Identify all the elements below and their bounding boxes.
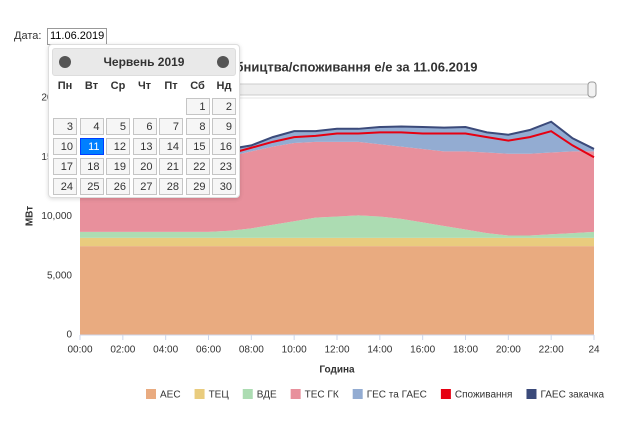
x-axis-label: Година: [319, 365, 355, 376]
range-handle[interactable]: [587, 81, 597, 98]
weekday: Чт: [137, 80, 152, 92]
weekday: Сб: [190, 80, 205, 92]
day[interactable]: 29: [185, 178, 210, 195]
area: [80, 246, 594, 335]
x-tick-label: 02:00: [110, 345, 135, 356]
day[interactable]: 7: [159, 118, 183, 135]
weekday: Пн: [57, 80, 73, 92]
day[interactable]: 23: [212, 158, 236, 175]
y-tick-label: 5,000: [47, 270, 72, 281]
day[interactable]: 13: [132, 138, 157, 155]
x-tick-label: 06:00: [196, 345, 221, 356]
x-tick-label: 14:00: [367, 345, 392, 356]
weekday: Пт: [164, 80, 178, 92]
datepicker: Червень 2019 Пн Вт Ср Чт Пт Сб Нд 1 2 3 4 5 6 7 8 9 10 11…: [48, 44, 240, 198]
day[interactable]: 16: [212, 138, 236, 155]
x-tick-label: 08:00: [239, 345, 264, 356]
legend-label: ТЕС ГК: [305, 390, 339, 401]
day[interactable]: 24: [53, 178, 77, 195]
legend-label: ГЕС та ГАЕС: [367, 390, 427, 401]
date-label: Дата:: [14, 30, 42, 42]
legend-label: ГАЕС закачка: [540, 390, 604, 401]
legend-marker: [194, 389, 205, 399]
x-tick-label: 24: [588, 345, 600, 356]
legend-marker: [352, 389, 363, 399]
day[interactable]: 10: [53, 138, 77, 155]
y-tick-label: 10,000: [41, 211, 72, 222]
weekday: Ср: [110, 80, 126, 92]
next-month[interactable]: [217, 56, 229, 68]
day[interactable]: 19: [106, 158, 130, 175]
weekday: Нд: [216, 80, 232, 92]
weekday: Вт: [84, 80, 99, 92]
day[interactable]: 11: [79, 138, 104, 155]
x-tick-label: 12:00: [324, 345, 349, 356]
day[interactable]: 28: [159, 178, 183, 195]
day[interactable]: 20: [132, 158, 157, 175]
day[interactable]: 25: [79, 178, 104, 195]
prev-month[interactable]: [59, 56, 71, 68]
legend-label: ТЕЦ: [209, 390, 230, 401]
day[interactable]: 9: [212, 118, 236, 135]
day[interactable]: 1: [185, 98, 210, 115]
legend-label: ВДЕ: [257, 390, 277, 401]
day[interactable]: 2: [212, 98, 236, 115]
legend-marker: [242, 389, 253, 399]
datepicker-header: Червень 2019: [52, 48, 236, 76]
x-tick-label: 20:00: [496, 345, 521, 356]
day[interactable]: 18: [79, 158, 104, 175]
y-axis-label: МВт: [25, 206, 36, 226]
x-tick-label: 00:00: [67, 345, 92, 356]
day[interactable]: 3: [53, 118, 77, 135]
x-tick-label: 22:00: [539, 345, 564, 356]
day[interactable]: 14: [159, 138, 183, 155]
x-tick-label: 10:00: [282, 345, 307, 356]
area: [80, 215, 594, 238]
day[interactable]: 5: [106, 118, 130, 135]
day[interactable]: 26: [106, 178, 130, 195]
date-input[interactable]: 11.06.2019: [47, 28, 107, 45]
legend-label: АЕС: [160, 390, 181, 401]
y-tick-label: 0: [66, 330, 72, 341]
x-tick-label: 16:00: [410, 345, 435, 356]
day[interactable]: 17: [53, 158, 77, 175]
day[interactable]: 22: [185, 158, 210, 175]
day[interactable]: 27: [132, 178, 157, 195]
day[interactable]: 12: [106, 138, 130, 155]
day[interactable]: 30: [212, 178, 236, 195]
day[interactable]: 21: [159, 158, 183, 175]
area: [80, 237, 594, 247]
day[interactable]: 6: [132, 118, 157, 135]
day[interactable]: 4: [79, 118, 104, 135]
legend-marker: [146, 389, 156, 399]
legend-marker: [290, 389, 301, 399]
legend-label: Споживання: [455, 390, 513, 401]
x-tick-label: 04:00: [153, 345, 178, 356]
legend-marker: [526, 389, 537, 399]
month-label: Червень 2019: [103, 55, 185, 69]
legend-marker: [440, 389, 451, 399]
day[interactable]: 15: [185, 138, 210, 155]
x-tick-label: 18:00: [453, 345, 478, 356]
day[interactable]: 8: [185, 118, 210, 135]
